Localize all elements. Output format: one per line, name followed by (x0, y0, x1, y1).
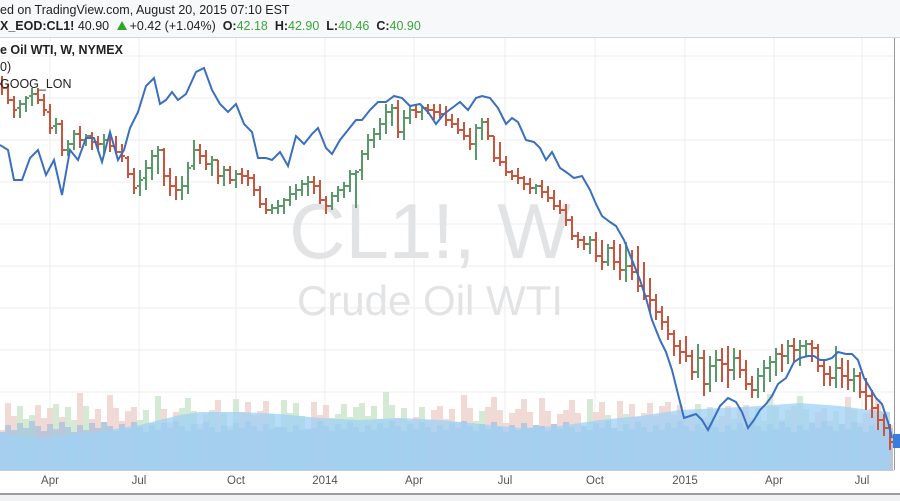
time-tick-label: Jul (497, 475, 513, 487)
time-tick-label: 2015 (672, 475, 698, 487)
legend-title: e Oil WTI, W, NYMEX (0, 43, 123, 57)
legend-compare[interactable]: GOOG_LON (0, 77, 72, 91)
watermark: CL1!, W Crude Oil WTI (289, 187, 571, 324)
legend-indicator: 0) (0, 60, 12, 74)
last-price: 40.90 (77, 19, 110, 33)
last-price-tag (893, 434, 900, 448)
time-tick-label: Jul (854, 475, 870, 487)
time-tick-label: Apr (405, 475, 423, 487)
high-value: 42.90 (288, 19, 320, 33)
low-label: L: (326, 19, 339, 33)
high-label: H: (274, 19, 289, 33)
time-axis[interactable]: Apr Jul Oct 2014 Apr Jul Oct 2015 Apr Jul (0, 470, 894, 494)
time-tick-label: Apr (765, 475, 783, 487)
close-label: C: (376, 19, 390, 33)
up-arrow-icon (116, 21, 127, 30)
time-tick-label: Oct (586, 475, 604, 487)
ohlc-bars (0, 76, 893, 450)
price-axis[interactable] (894, 38, 900, 470)
watermark-name: Crude Oil WTI (297, 277, 563, 324)
chart-header: ed on TradingView.com, August 20, 2015 0… (0, 0, 900, 38)
watermark-symbol: CL1!, W (289, 187, 571, 275)
open-value: 42.18 (236, 19, 268, 33)
time-tick-label: Apr (41, 475, 59, 487)
published-info: ed on TradingView.com, August 20, 2015 0… (0, 3, 290, 17)
chart-area[interactable]: CL1!, W Crude Oil WTI (0, 38, 894, 470)
bottom-toolbar (0, 493, 900, 501)
open-label: O: (222, 19, 237, 33)
volume-ma-area (0, 403, 890, 470)
low-value: 40.46 (338, 19, 370, 33)
price-change: +0.42 (+1.04%) (129, 19, 216, 33)
symbol-label: X_EOD:CL1! (0, 19, 75, 33)
time-tick-label: Jul (131, 475, 147, 487)
price-chart[interactable]: CL1!, W Crude Oil WTI (0, 38, 894, 470)
quote-line: X_EOD:CL1! 40.90 +0.42 (+1.04%) O:42.18 … (0, 19, 421, 33)
chart-legend: e Oil WTI, W, NYMEX 0) GOOG_LON (0, 42, 123, 93)
close-value: 40.90 (389, 19, 421, 33)
time-tick-label: 2014 (312, 475, 338, 487)
goog-lon-compare-line (0, 66, 893, 439)
time-tick-label: Oct (227, 475, 245, 487)
